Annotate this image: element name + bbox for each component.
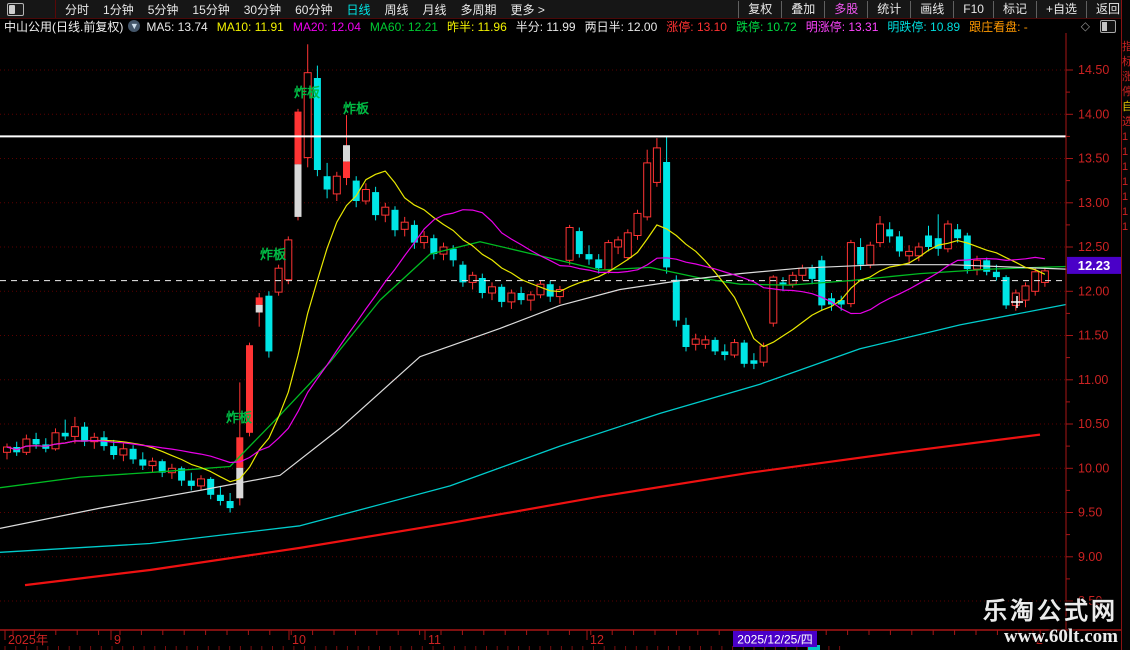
toolbar-button-3[interactable]: 统计 (867, 0, 910, 18)
panel-icon[interactable] (1100, 19, 1116, 33)
legend-segment-10: 明跌停: 10.89 (887, 19, 961, 34)
menu-item-5[interactable]: 60分钟 (295, 2, 333, 17)
menu-item-7[interactable]: 周线 (384, 2, 409, 17)
menu-item-8[interactable]: 月线 (422, 2, 447, 17)
long-MA-white (0, 264, 1067, 529)
toolbar-button-7[interactable]: +自选 (1035, 0, 1086, 18)
month-label: 2 (1036, 633, 1043, 647)
legend-segment-4: 昨半: 11.96 (446, 19, 507, 34)
svg-text:11.00: 11.00 (1078, 373, 1108, 387)
hlines-layer (0, 135, 1066, 282)
toolbar-top: 分时 1分钟 5分钟 15分钟 30分钟 60分钟 日线 周线 月线 多周期 更多 > 复权 叠加 多股… (0, 0, 1130, 19)
watermark-title: 乐淘公式网 (983, 598, 1118, 625)
period-tabs: 分时 1分钟 5分钟 15分钟 30分钟 60分钟 日线 周线 月线 多周期 更多 > (65, 1, 559, 18)
svg-text:10.50: 10.50 (1078, 417, 1109, 431)
long-MA-red (24, 433, 1041, 587)
zhaban-label: 炸板 (343, 101, 370, 116)
month-label: 10 (292, 633, 306, 647)
grid-layer (0, 69, 1066, 602)
svg-text:12.00: 12.00 (1078, 284, 1109, 298)
svg-text:9.50: 9.50 (1078, 506, 1102, 520)
side-panel-sliver[interactable]: 指标涨停自选1111111 (1121, 0, 1130, 650)
toolbar-button-2[interactable]: 多股 (824, 0, 867, 18)
legend-segment-0: MA5: 13.74 (146, 19, 208, 34)
svg-text:10.00: 10.00 (1078, 461, 1109, 475)
menu-item-0[interactable]: 分时 (65, 2, 90, 17)
legend-segment-5: 半分: 11.99 (515, 19, 576, 34)
stock-title[interactable]: 中山公用(日线.前复权) (4, 19, 124, 34)
watermark: 乐淘公式网 www.60lt.com (983, 591, 1118, 648)
month-label: 12 (590, 633, 604, 647)
svg-text:13.00: 13.00 (1078, 196, 1109, 210)
menu-item-4[interactable]: 30分钟 (243, 2, 282, 17)
toolbar-button-1[interactable]: 叠加 (781, 0, 824, 18)
watermark-url: www.60lt.com (1004, 626, 1118, 647)
layout-toggle-cell[interactable] (0, 0, 56, 18)
long-MA-cyan (0, 303, 1067, 553)
month-label: 11 (428, 633, 441, 647)
legend-segment-6: 两日半: 12.00 (584, 19, 658, 34)
menu-item-1[interactable]: 1分钟 (103, 2, 134, 17)
ma-lines-layer (0, 170, 1067, 587)
menu-item-10[interactable]: 更多 > (510, 2, 545, 17)
svg-text:12.50: 12.50 (1078, 240, 1109, 254)
svg-text:13.50: 13.50 (1078, 152, 1109, 166)
svg-text:8.50: 8.50 (1078, 594, 1102, 608)
svg-text:11.50: 11.50 (1078, 329, 1108, 343)
menu-item-3[interactable]: 15分钟 (192, 2, 230, 17)
zhaban-label: 炸板 (226, 410, 253, 425)
svg-text:14.00: 14.00 (1078, 107, 1109, 121)
month-label: 2025年 (8, 633, 48, 647)
next-pane-fragment (808, 645, 820, 650)
legend-segment-2: MA20: 12.04 (292, 19, 361, 34)
MA20 (6, 209, 1045, 464)
zhaban-label: 炸板 (260, 247, 287, 262)
toolbar-button-5[interactable]: F10 (953, 0, 993, 18)
svg-text:2025/12/25/四: 2025/12/25/四 (737, 633, 812, 647)
svg-text:12.23: 12.23 (1078, 258, 1111, 273)
toolbar-button-6[interactable]: 标记 (992, 0, 1036, 18)
crosshair-date-tag (733, 631, 817, 647)
tags-layer: 2025/12/25/四 12.23 (733, 256, 1122, 647)
zhaban-label: 炸板 (294, 85, 321, 100)
chevron-down-icon[interactable]: ▼ (128, 20, 141, 32)
menu-item-9[interactable]: 多周期 (460, 2, 497, 17)
legend-segment-8: 跌停: 10.72 (735, 19, 797, 34)
layout-toggle-icon[interactable] (7, 2, 24, 16)
menu-item-2[interactable]: 5分钟 (147, 2, 179, 17)
legend-segment-7: 涨停: 13.10 (666, 19, 727, 34)
legend-segment-11: 跟庄看盘: - (969, 19, 1028, 34)
last-price-tag (1067, 256, 1122, 274)
month-label: 9 (114, 633, 121, 647)
legend-segment-9: 明涨停: 13.31 (805, 19, 879, 34)
toolbar-buttons: 复权 叠加 多股 统计 画线 F10 标记 +自选 返回 (738, 0, 1130, 18)
info-bar: 中山公用(日线.前复权) ▼ MA5: 13.74 MA10: 11.91 MA20… (0, 18, 1130, 35)
MA10 (6, 170, 1046, 483)
legend-segment-3: MA60: 12.21 (369, 19, 438, 34)
svg-text:14.50: 14.50 (1078, 63, 1109, 77)
indicator-legend: MA5: 13.74 MA10: 11.91 MA20: 12.04 MA60: 12… (146, 18, 1036, 35)
toolbar-button-0[interactable]: 复权 (738, 0, 781, 18)
svg-text:9.00: 9.00 (1078, 550, 1102, 564)
axes-layer: 14.50 14.00 13.50 13.00 12.50 12.00 11.50 11.00… (0, 33, 1121, 650)
diamond-icon[interactable]: ◇ (1080, 19, 1090, 33)
legend-segment-1: MA10: 11.91 (216, 19, 284, 34)
toolbar-button-4[interactable]: 画线 (910, 0, 953, 18)
menu-item-6[interactable]: 日线 (346, 2, 371, 17)
